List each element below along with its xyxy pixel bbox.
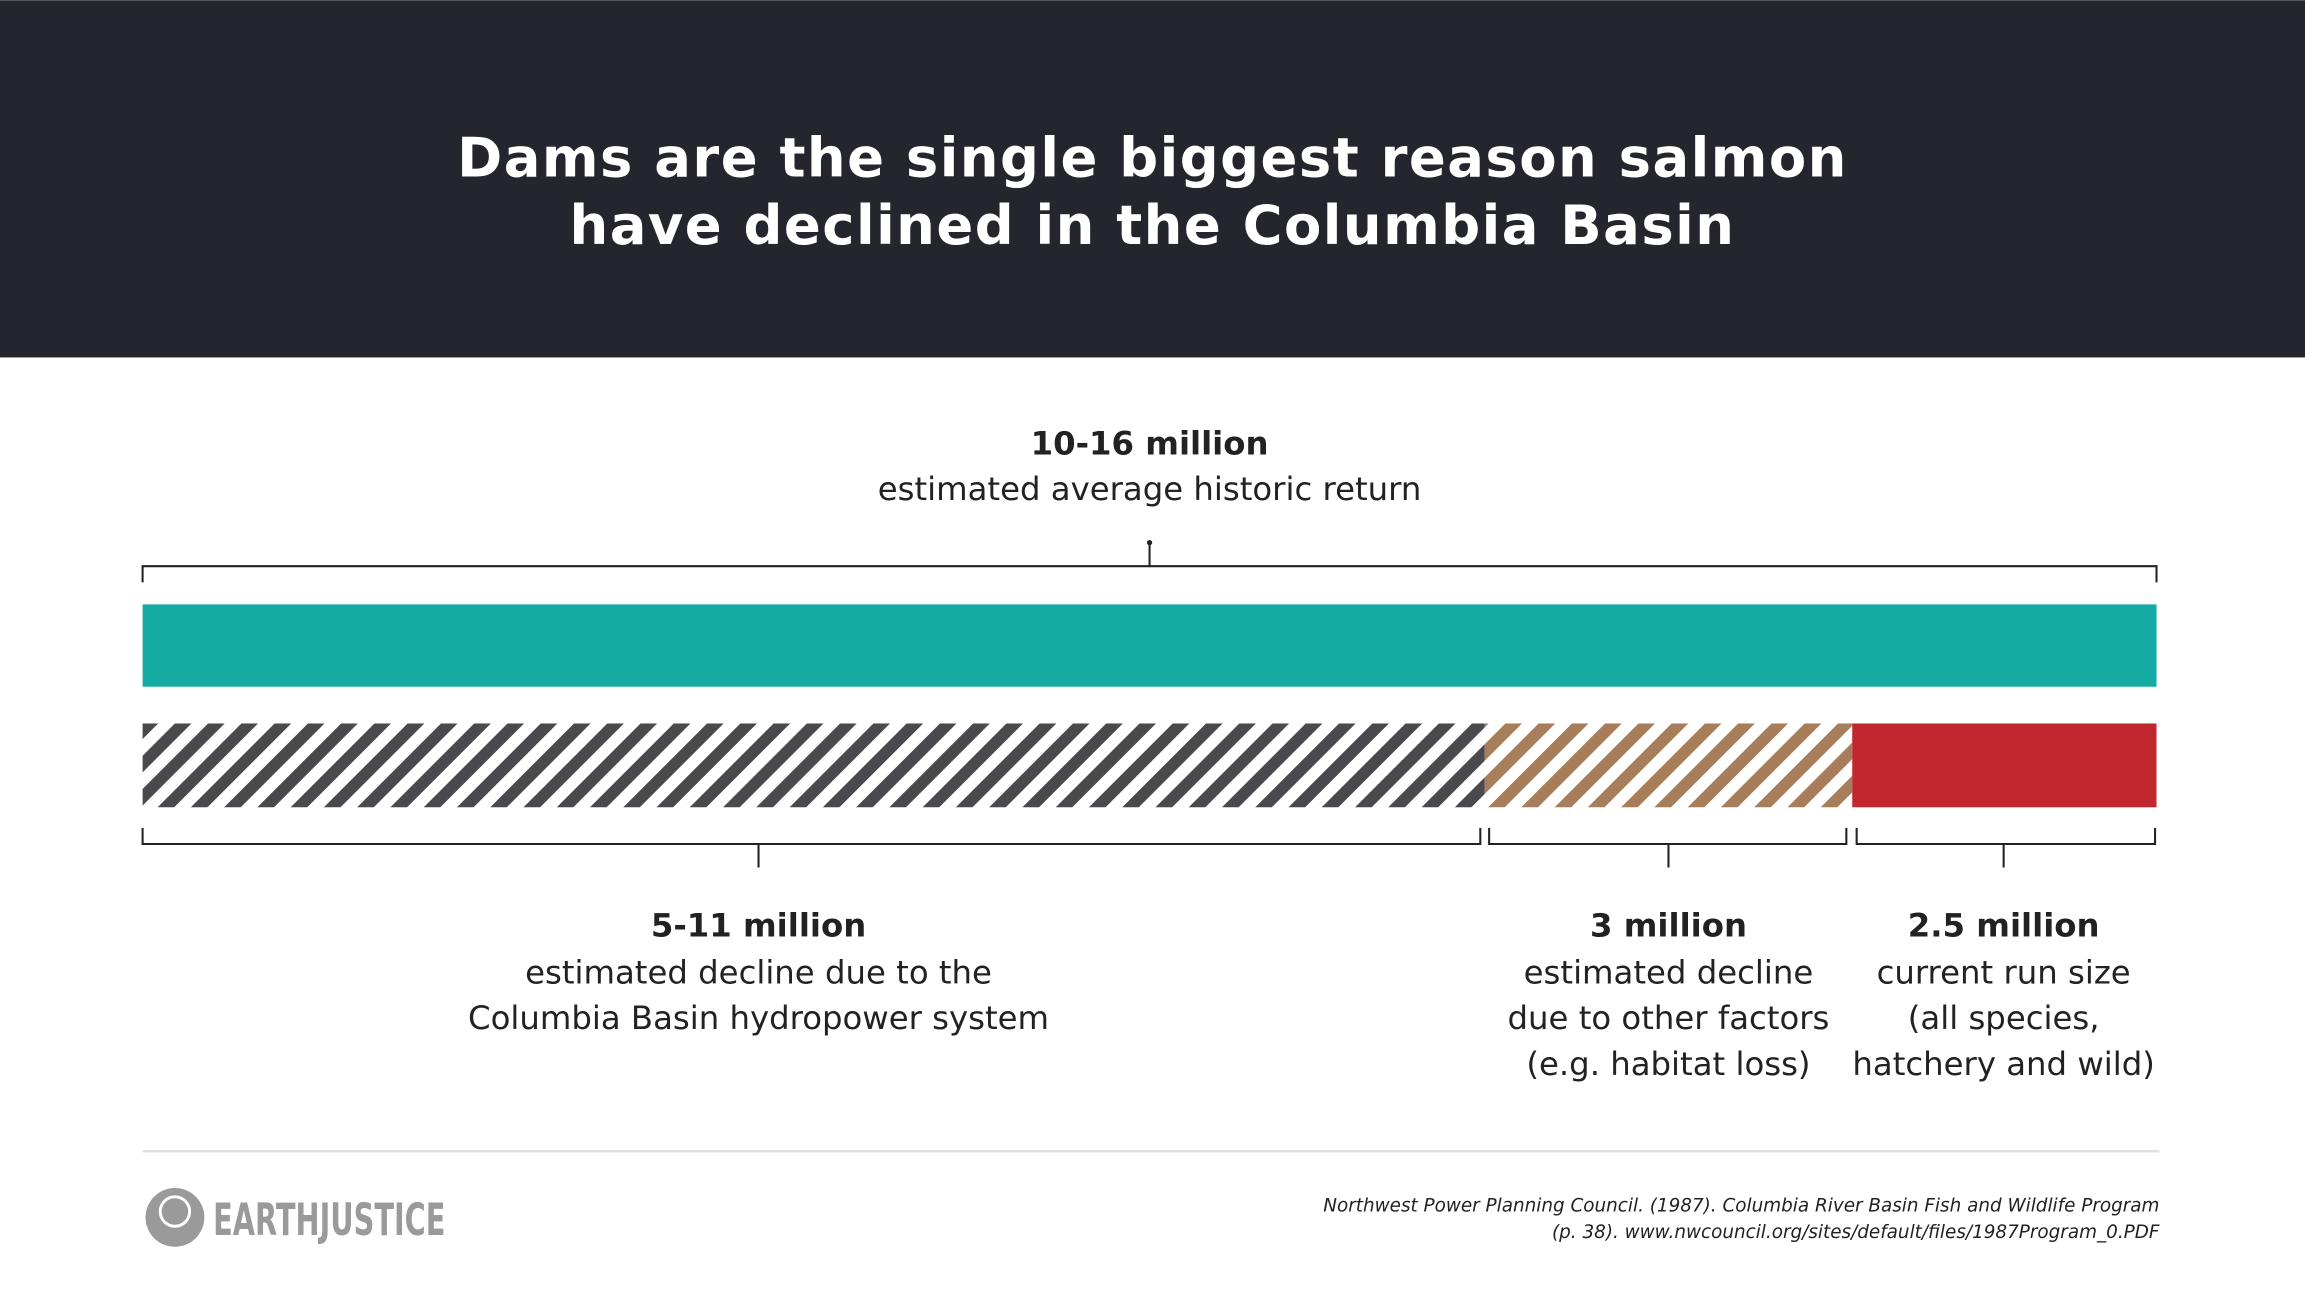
total-bar — [142, 604, 2157, 687]
total-amount: 10-16 million — [1031, 424, 1269, 462]
bracket — [141, 827, 1482, 868]
source-line: Northwest Power Planning Council. (1987)… — [1323, 1196, 2159, 1217]
logo-globe — [158, 1195, 192, 1228]
other-factors-bar — [1484, 723, 1853, 808]
segment-description: current run size — [1877, 954, 2131, 992]
title-line: Dams are the single biggest reason salmo… — [457, 127, 1848, 190]
source-line: (p. 38). www.nwcouncil.org/sites/default… — [1552, 1222, 2160, 1243]
segment-description: estimated decline — [1524, 954, 1814, 992]
segment-description: estimated decline due to the — [525, 954, 992, 992]
title-line: have declined in the Columbia Basin — [570, 194, 1736, 257]
logo-text: EARTHJUSTICE — [213, 1195, 445, 1246]
hydropower-bar — [142, 723, 1485, 808]
segment-labels: 5-11 million estimated decline due to the… — [468, 907, 2155, 1083]
total-description: estimated average historic return — [878, 470, 1422, 508]
bracket — [1855, 827, 2157, 868]
segment-amount: 2.5 million — [1908, 907, 2100, 945]
logo-icon — [145, 1187, 205, 1247]
bracket — [141, 542, 2158, 583]
segment-amount: 5-11 million — [651, 907, 866, 945]
segment-description: (e.g. habitat loss) — [1526, 1045, 1810, 1083]
bracket — [1488, 827, 1848, 868]
segment-description: Columbia Basin hydropower system — [468, 999, 1049, 1037]
current-run-bar — [1852, 723, 2157, 808]
segment-description: (all species, — [1908, 999, 2100, 1037]
segment-description: due to other factors — [1508, 999, 1830, 1037]
segment-amount: 3 million — [1590, 907, 1747, 945]
header-band — [0, 0, 2305, 358]
bracket-dot — [1146, 540, 1153, 546]
segment-description: hatchery and wild) — [1852, 1045, 2154, 1083]
